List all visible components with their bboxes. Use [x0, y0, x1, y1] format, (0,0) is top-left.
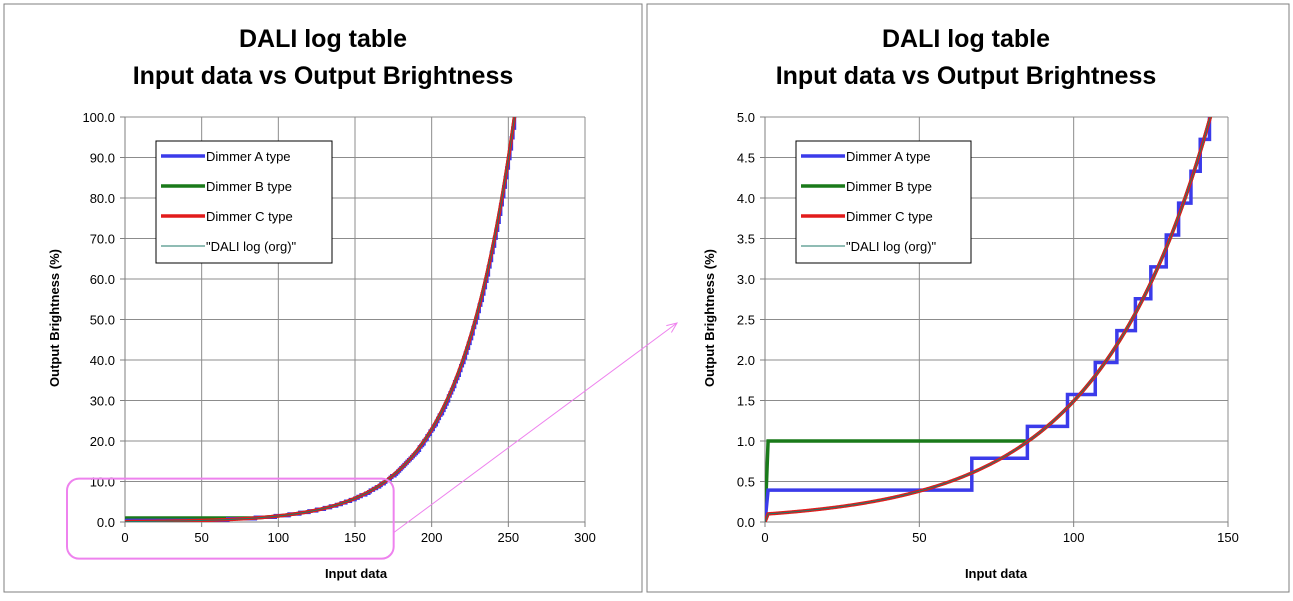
- chart-title-line-1: DALI log table: [239, 25, 407, 53]
- x-tick-label: 200: [421, 530, 443, 545]
- chart-title-line-2: Input data vs Output Brightness: [776, 62, 1157, 90]
- y-tick-label: 70.0: [90, 232, 115, 247]
- y-tick-label: 1.0: [737, 434, 755, 449]
- series-line-dali-log-org: [765, 117, 1211, 522]
- chart-border: [646, 3, 1290, 593]
- y-tick-label: 40.0: [90, 353, 115, 368]
- y-tick-label: 3.5: [737, 232, 755, 247]
- y-tick-label: 0.5: [737, 475, 755, 490]
- x-tick-label: 100: [1063, 530, 1085, 545]
- y-tick-label: 90.0: [90, 151, 115, 166]
- legend-label-dimmer-c-type: Dimmer C type: [846, 209, 933, 224]
- y-tick-label: 3.0: [737, 272, 755, 287]
- x-tick-label: 50: [912, 530, 926, 545]
- zoom-highlight-box: [66, 477, 395, 560]
- legend: Dimmer A type Dimmer B type Dimmer C type "…: [155, 140, 333, 264]
- y-tick-label: 30.0: [90, 394, 115, 409]
- data-series: [765, 117, 1213, 522]
- y-axis-label: Output Brightness (%): [47, 249, 62, 387]
- legend-label-dimmer-a-type: Dimmer A type: [846, 149, 931, 164]
- zoom-callout: [66, 322, 679, 560]
- y-tick-label: 0.0: [97, 515, 115, 530]
- chart-title-line-1: DALI log table: [882, 25, 1050, 53]
- legend-box: [795, 140, 972, 264]
- x-axis-label: Input data: [965, 566, 1028, 581]
- y-tick-label: 20.0: [90, 434, 115, 449]
- x-tick-label: 250: [497, 530, 519, 545]
- x-axis-label: Input data: [325, 566, 388, 581]
- y-tick-label: 2.0: [737, 353, 755, 368]
- data-series: [125, 117, 517, 522]
- axes: [760, 116, 1229, 527]
- series-line-dali-log-org: [125, 117, 515, 522]
- y-tick-label: 2.5: [737, 313, 755, 328]
- y-tick-label: 100.0: [82, 110, 115, 125]
- chart-panel-full-range: DALI log table Input data vs Output Brig…: [3, 3, 643, 593]
- y-tick-label: 80.0: [90, 191, 115, 206]
- chart-title-line-2: Input data vs Output Brightness: [133, 62, 514, 90]
- x-tick-label: 0: [121, 530, 128, 545]
- y-tick-label: 10.0: [90, 475, 115, 490]
- legend-label-dimmer-b-type: Dimmer B type: [206, 179, 292, 194]
- x-tick-label: 0: [761, 530, 768, 545]
- y-tick-label: 60.0: [90, 272, 115, 287]
- tick-labels: 0 50 100 150 200 250 300 0.0 10.0 20.0 30.0 40.0 50.…: [82, 110, 595, 545]
- y-tick-label: 1.5: [737, 394, 755, 409]
- y-axis-label: Output Brightness (%): [702, 249, 717, 387]
- y-tick-label: 50.0: [90, 313, 115, 328]
- x-tick-label: 100: [267, 530, 289, 545]
- x-tick-label: 300: [574, 530, 596, 545]
- legend-box: [155, 140, 333, 264]
- legend-label-dali-log-org: "DALI log (org)": [846, 239, 937, 254]
- chart-panel-zoomed: DALI log table Input data vs Output Brig…: [646, 3, 1290, 593]
- legend: Dimmer A type Dimmer B type Dimmer C type "…: [795, 140, 972, 264]
- legend-label-dali-log-org: "DALI log (org)": [206, 239, 297, 254]
- gridlines: [124, 116, 586, 523]
- series-group: [125, 117, 517, 522]
- tick-labels: 0 50 100 150 0.0 0.5 1.0 1.5 2.0 2.5 3.0 3.5 4.0 4.5 5…: [737, 110, 1239, 545]
- zoom-arrow-head: [666, 322, 679, 333]
- legend-label-dimmer-c-type: Dimmer C type: [206, 209, 293, 224]
- legend-label-dimmer-b-type: Dimmer B type: [846, 179, 932, 194]
- chart-border: [3, 3, 643, 593]
- legend-label-dimmer-a-type: Dimmer A type: [206, 149, 291, 164]
- x-tick-label: 150: [1217, 530, 1239, 545]
- y-tick-label: 5.0: [737, 110, 755, 125]
- y-tick-label: 4.0: [737, 191, 755, 206]
- zoom-arrow-line: [393, 322, 678, 534]
- y-tick-label: 0.0: [737, 515, 755, 530]
- y-tick-label: 4.5: [737, 151, 755, 166]
- x-tick-label: 150: [344, 530, 366, 545]
- series-group: [765, 117, 1213, 522]
- x-tick-label: 50: [194, 530, 208, 545]
